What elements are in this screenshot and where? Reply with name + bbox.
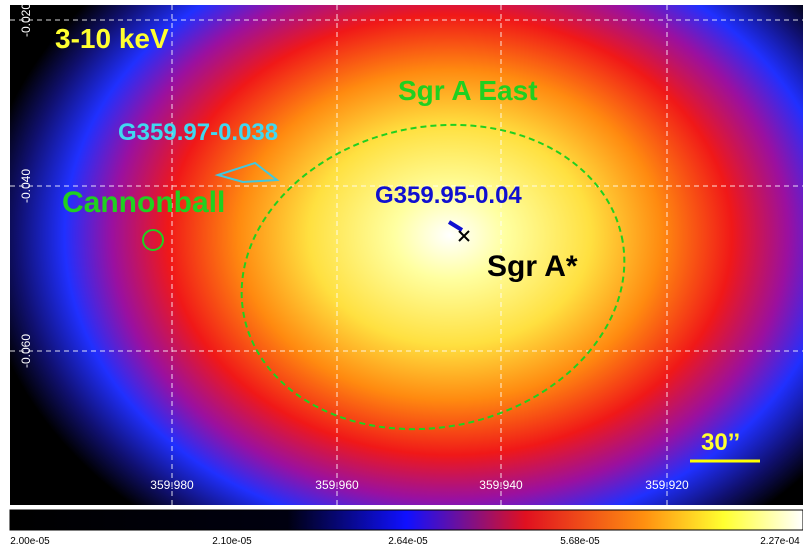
colorbar-label: 5.68e-05 bbox=[560, 536, 600, 547]
colorbar-label: 2.27e-04 bbox=[760, 536, 800, 547]
colorbar-label: 2.00e-05 bbox=[10, 536, 50, 547]
annotation: Sgr A* bbox=[487, 250, 578, 283]
y-axis-label: -0.020 bbox=[19, 3, 33, 37]
colorbar-label: 2.10e-05 bbox=[212, 536, 252, 547]
x-axis-label: 359.940 bbox=[479, 478, 523, 492]
annotation: Sgr A East bbox=[398, 75, 538, 106]
y-axis-label: -0.040 bbox=[19, 169, 33, 203]
scale-bar-label: 30’’ bbox=[701, 429, 740, 456]
band-label: 3-10 keV bbox=[55, 23, 169, 54]
y-axis-label: -0.060 bbox=[19, 334, 33, 368]
colorbar bbox=[10, 510, 803, 530]
annotation: Cannonball bbox=[62, 186, 225, 219]
x-axis-label: 359.920 bbox=[645, 478, 689, 492]
x-axis-label: 359.960 bbox=[315, 478, 359, 492]
x-axis-label: 359.980 bbox=[150, 478, 194, 492]
colorbar-label: 2.64e-05 bbox=[388, 536, 428, 547]
figure: 3-10 keV 30’’ Sgr A East G359.97-0.038 C… bbox=[0, 0, 803, 548]
annotation: G359.97-0.038 bbox=[118, 119, 278, 146]
annotation: G359.95-0.04 bbox=[375, 182, 522, 209]
